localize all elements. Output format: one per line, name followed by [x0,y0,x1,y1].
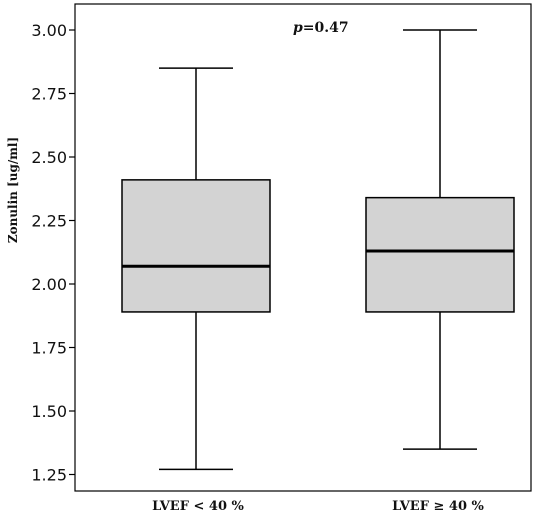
y-tick-label: 1.25 [31,466,67,485]
y-tick-label: 2.75 [31,85,67,104]
y-tick-label: 1.50 [31,402,67,421]
category-label-1: LVEF < 40 % [152,499,244,514]
p-value-symbol: p [293,20,303,36]
y-tick-label: 1.75 [31,339,67,358]
y-tick-label: 3.00 [31,21,67,40]
iqr-box [121,179,271,313]
p-value-text: =0.47 [303,20,349,36]
box-2 [365,29,515,450]
box-1 [121,67,271,471]
y-tick-label: 2.00 [31,275,67,294]
iqr-box [365,196,515,313]
y-tick-label: 2.25 [31,212,67,231]
y-axis-label: Zonulin [ug/ml] [6,137,20,243]
y-tick-label: 2.50 [31,148,67,167]
p-value-annotation: p=0.47 [293,20,349,36]
plot-frame [74,3,532,492]
category-label-2: LVEF ≥ 40 % [392,499,484,514]
y-axis-ticks: 1.25 1.50 1.75 2.00 2.25 2.50 2.75 3.00 [31,21,75,485]
boxes-group [121,29,515,471]
